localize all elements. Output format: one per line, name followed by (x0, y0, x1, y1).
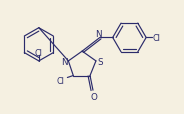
Text: Cl: Cl (152, 34, 160, 43)
Text: N: N (61, 58, 68, 67)
Text: O: O (91, 92, 97, 101)
Text: Cl: Cl (35, 48, 43, 57)
Text: S: S (97, 58, 103, 67)
Text: Cl: Cl (56, 76, 64, 85)
Text: N: N (95, 30, 101, 39)
